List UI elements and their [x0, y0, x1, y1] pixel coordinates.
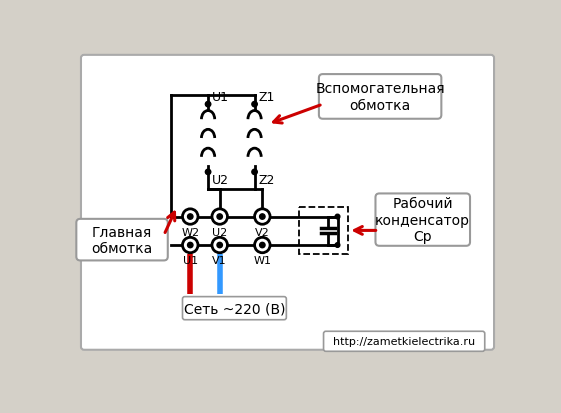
Circle shape	[187, 214, 193, 220]
Circle shape	[252, 170, 257, 175]
Circle shape	[212, 209, 227, 225]
Text: V2: V2	[255, 227, 270, 237]
Circle shape	[187, 243, 193, 248]
FancyBboxPatch shape	[182, 297, 286, 320]
FancyBboxPatch shape	[319, 75, 442, 119]
Circle shape	[335, 215, 340, 219]
Circle shape	[217, 243, 222, 248]
Circle shape	[252, 102, 257, 107]
Text: Рабочий
конденсатор
Ср: Рабочий конденсатор Ср	[375, 197, 470, 243]
Text: U1: U1	[183, 255, 198, 266]
FancyBboxPatch shape	[375, 194, 470, 246]
Text: U1: U1	[212, 90, 229, 103]
Circle shape	[335, 243, 340, 248]
Circle shape	[255, 238, 270, 253]
Circle shape	[182, 209, 198, 225]
Text: Z1: Z1	[259, 90, 275, 103]
Text: U2: U2	[212, 174, 229, 187]
FancyBboxPatch shape	[76, 219, 168, 261]
FancyBboxPatch shape	[81, 56, 494, 350]
Bar	[299, 208, 348, 255]
Circle shape	[260, 214, 265, 220]
Text: Сеть ~220 (В): Сеть ~220 (В)	[183, 301, 285, 316]
Circle shape	[212, 238, 227, 253]
Circle shape	[182, 238, 198, 253]
Circle shape	[205, 170, 211, 175]
Text: V1: V1	[213, 255, 227, 266]
FancyBboxPatch shape	[324, 332, 485, 351]
Text: http://zametkielectrika.ru: http://zametkielectrika.ru	[333, 337, 475, 347]
Text: W2: W2	[181, 227, 199, 237]
Circle shape	[255, 209, 270, 225]
Text: W1: W1	[254, 255, 272, 266]
Text: Главная
обмотка: Главная обмотка	[91, 225, 153, 255]
Circle shape	[217, 214, 222, 220]
Text: Вспомогательная
обмотка: Вспомогательная обмотка	[315, 82, 445, 112]
Text: U2: U2	[212, 227, 227, 237]
Circle shape	[205, 102, 211, 107]
Text: Z2: Z2	[259, 174, 275, 187]
Circle shape	[260, 243, 265, 248]
